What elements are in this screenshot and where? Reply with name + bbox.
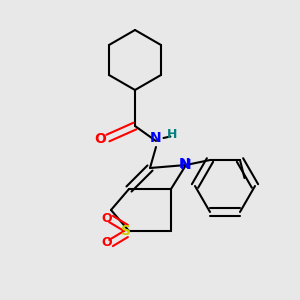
Text: N: N [179, 158, 190, 171]
Text: H: H [167, 128, 178, 142]
Text: O: O [101, 212, 112, 226]
Text: N: N [150, 131, 162, 145]
Text: S: S [121, 224, 131, 238]
Text: O: O [101, 236, 112, 250]
Text: O: O [94, 133, 106, 146]
Text: N: N [180, 158, 192, 172]
